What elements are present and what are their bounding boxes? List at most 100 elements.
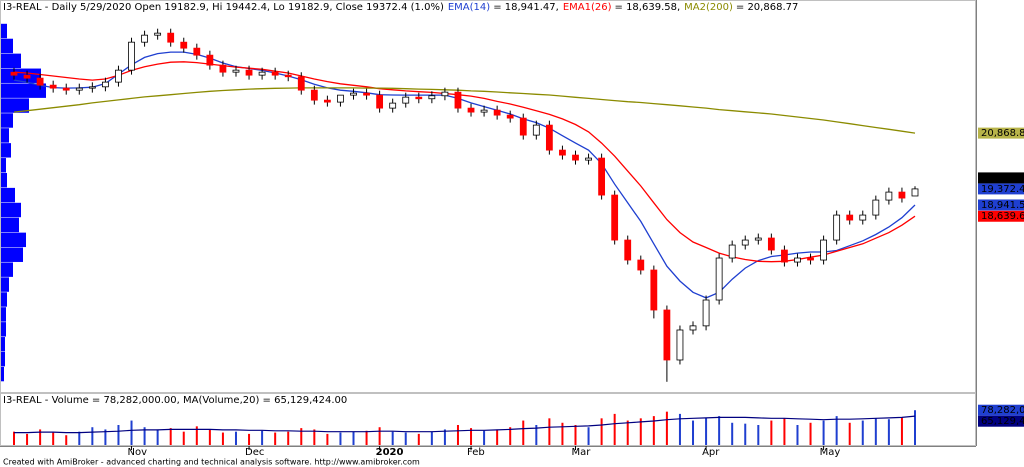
volume-bar [417, 433, 420, 445]
candle-body [467, 107, 475, 113]
candle-body [519, 117, 527, 136]
candle-body [624, 239, 632, 261]
candle-body [193, 47, 201, 56]
value-marker-label: 18,941.5 [981, 200, 1024, 211]
value-marker-label: 19,372.4 [981, 173, 1024, 184]
candle-body [637, 259, 645, 271]
volume-bar [483, 430, 486, 445]
volume-bar [770, 420, 773, 445]
volume-bar [705, 418, 708, 445]
chart-header: I3-REAL - Daily 5/29/2020 Open 19182.9, … [3, 2, 798, 13]
candle-body [284, 74, 292, 78]
candle-body [258, 71, 266, 76]
candle-body [402, 96, 410, 104]
candle-body [154, 32, 162, 36]
candle-body [323, 99, 331, 103]
volume-bar [352, 431, 355, 445]
volume-title: I3-REAL - Volume = 78,282,000.00, MA(Vol… [3, 395, 347, 406]
volume-bar [757, 425, 760, 445]
candle-body [428, 95, 436, 100]
profile-bar [1, 143, 11, 158]
volume-bar [561, 422, 564, 445]
candle-body [128, 41, 135, 71]
profile-bar [1, 217, 19, 233]
volume-bar [522, 420, 525, 445]
candle-body [833, 214, 841, 241]
candle-body [271, 71, 279, 76]
volume-bar [678, 413, 681, 445]
candle-body [807, 257, 814, 261]
profile-bar [1, 247, 23, 262]
volume-bar [378, 427, 381, 445]
candle-body [180, 41, 188, 49]
candle-body [219, 64, 227, 73]
volume-bar [65, 435, 68, 445]
candle-body [454, 91, 462, 109]
profile-bar [1, 366, 4, 382]
candle-body [75, 87, 83, 91]
candle-body [572, 154, 579, 161]
volume-bar [848, 422, 851, 445]
value-marker-label: 20,868.8 [981, 128, 1024, 139]
legend-value: = 18,941.47, [493, 2, 559, 13]
volume-bar [548, 418, 551, 445]
profile-bar [1, 307, 6, 322]
value-marker [978, 199, 1024, 211]
volume-bar [13, 431, 15, 445]
candle-body [846, 214, 854, 221]
volume-bar [26, 433, 29, 445]
volume-bar [613, 413, 616, 445]
candle-body [702, 299, 710, 327]
candle-body [167, 32, 175, 43]
volume-bar [169, 428, 172, 445]
candle-body [245, 69, 253, 76]
volume-bar [339, 432, 342, 445]
volume-bar [587, 427, 590, 445]
candle-body [911, 188, 919, 197]
volume-bar [509, 427, 512, 445]
profile-bar [1, 23, 7, 39]
indicator-lines [13, 51, 916, 299]
candle-body [585, 157, 592, 161]
volume-bar [456, 425, 459, 445]
candle-body [885, 191, 893, 201]
volume-bar [639, 418, 642, 445]
candle-body [206, 54, 214, 66]
legend-name: MA2(200) [684, 2, 733, 13]
date-label: Nov [128, 447, 148, 458]
profile-bar [1, 277, 9, 292]
candle-body [898, 191, 906, 199]
date-label: Dec [245, 447, 264, 458]
candle-body [350, 92, 357, 96]
legend-name: EMA1(26) [563, 2, 612, 13]
volume-bar [809, 422, 812, 445]
candle-body [493, 109, 501, 116]
candle-body [480, 109, 488, 113]
profile-bar [1, 158, 6, 173]
candle-body [663, 309, 671, 361]
candle-body [141, 34, 148, 43]
legend-value: = 20,868.77 [736, 2, 798, 13]
chart-title: I3-REAL - Daily 5/29/2020 Open 19182.9, … [3, 2, 444, 13]
candle-body [820, 239, 827, 261]
value-marker [978, 210, 1024, 222]
candle-body [376, 94, 384, 109]
candle-body [297, 76, 305, 91]
candle-body [88, 86, 96, 89]
volume-bar [195, 426, 198, 445]
profile-bar [1, 232, 26, 248]
profile-bar [1, 113, 13, 128]
volume-bar [496, 429, 499, 445]
volume-bar [731, 422, 734, 445]
profile-bar [1, 128, 9, 143]
volume-bar [104, 429, 107, 445]
candle-body [872, 199, 880, 216]
value-marker [978, 404, 1024, 416]
volume-bar [261, 430, 264, 445]
date-label: 2020 [376, 447, 404, 458]
volume-bar [287, 431, 290, 445]
volume-bar [835, 416, 838, 445]
value-marker [978, 415, 1024, 427]
volume-bar [182, 431, 185, 445]
profile-bar [1, 202, 21, 218]
